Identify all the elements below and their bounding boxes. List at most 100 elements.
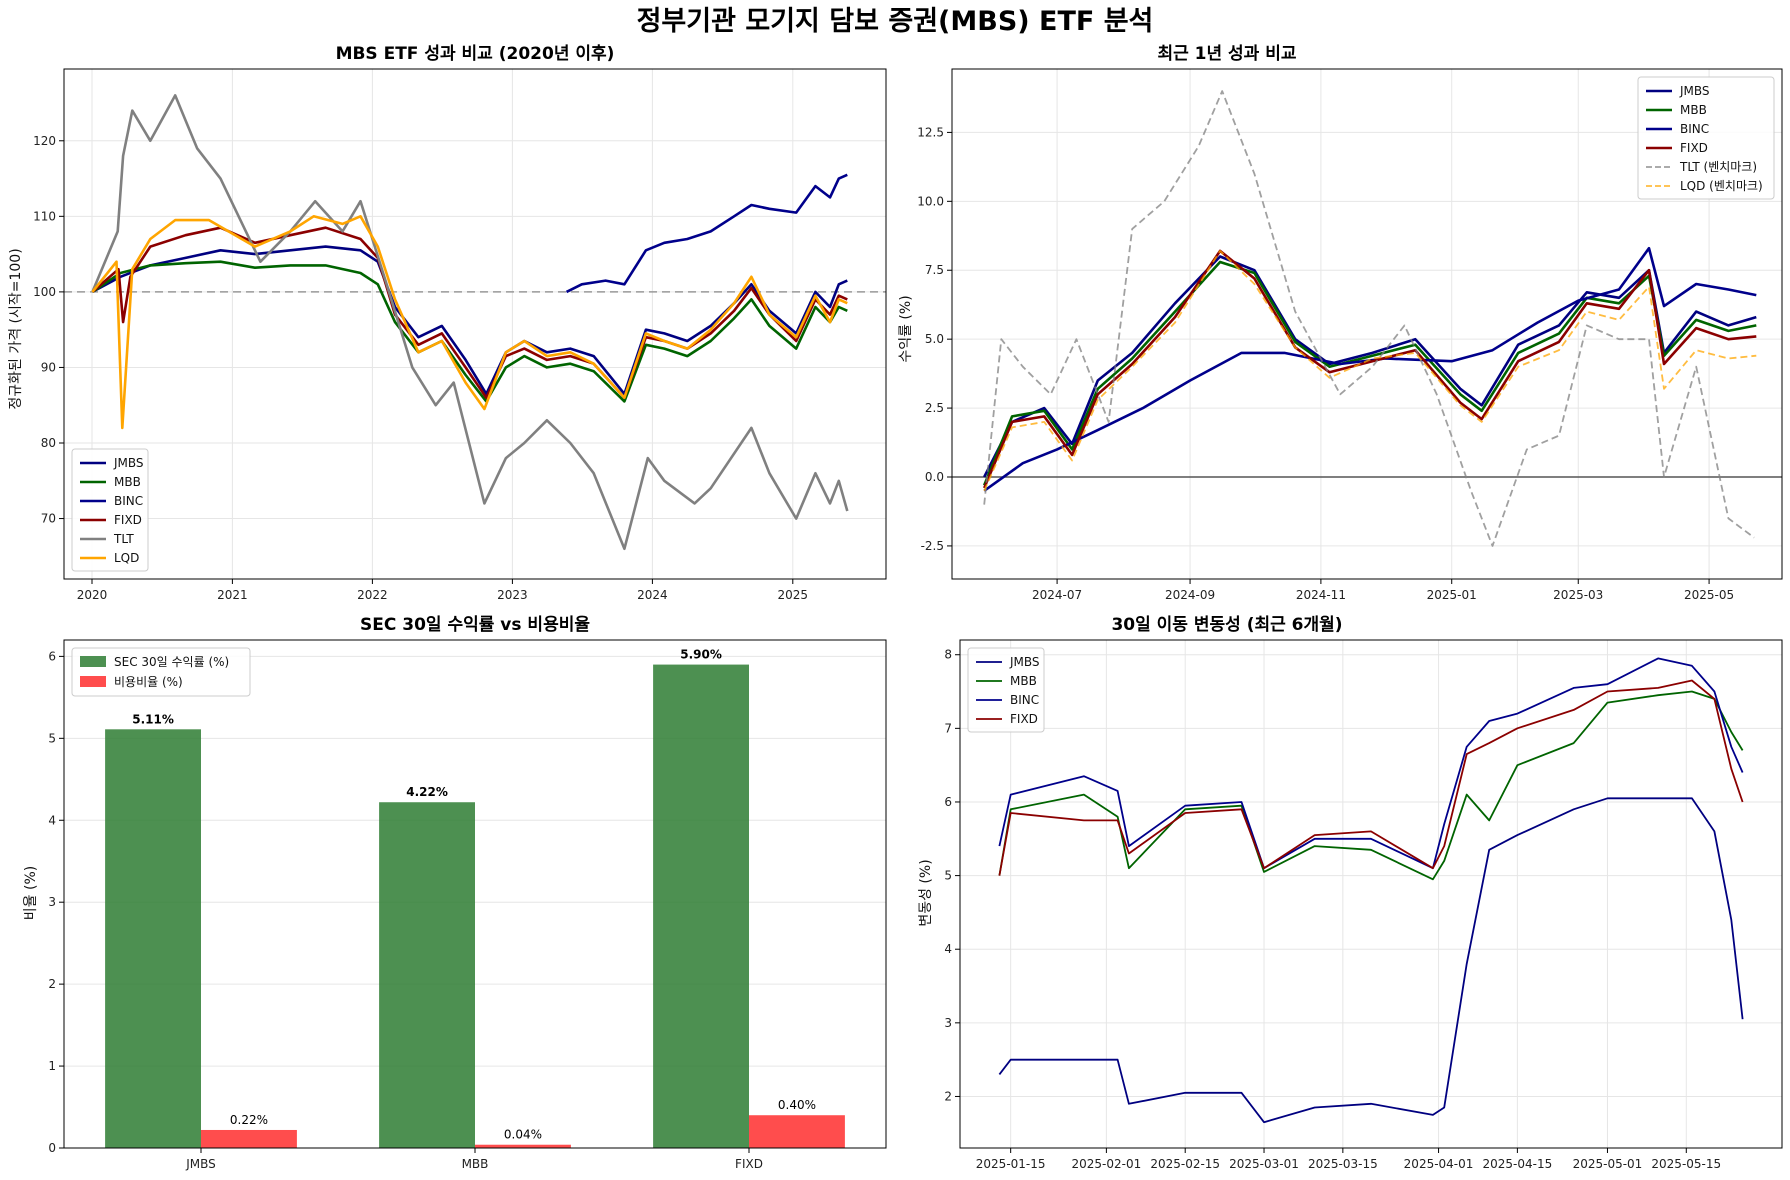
series-line-fixd	[998, 679, 1744, 876]
legend-label: BINC	[1010, 693, 1039, 707]
series-line-jmbs	[983, 255, 1757, 478]
y-tick-label: 2	[944, 1089, 952, 1103]
legend-label: MBB	[1010, 674, 1037, 688]
panel-title: 최근 1년 성과 비교	[1157, 44, 1296, 64]
series-line-tlt	[91, 94, 849, 551]
bar-value-label: 0.40%	[778, 1098, 816, 1112]
x-tick-label: 2024-07	[1032, 588, 1082, 602]
series-line-jmbs	[998, 797, 1744, 1124]
y-tick-label: 2.5	[925, 401, 944, 415]
y-tick-label: 7	[944, 721, 952, 735]
y-tick-label: 2	[48, 977, 56, 991]
x-tick-label: 2024-11	[1296, 588, 1346, 602]
figure-suptitle: 정부기관 모기지 담보 증권(MBS) ETF 분석	[637, 6, 1154, 37]
bar-expense-ratio-fixd	[749, 1115, 845, 1148]
y-tick-label: 120	[33, 134, 56, 148]
legend-label: 비용비율 (%)	[114, 675, 183, 689]
legend-label: JMBS	[1679, 84, 1710, 98]
x-tick-label: 2025-03	[1553, 588, 1603, 602]
y-tick-label: 8	[944, 648, 952, 662]
legend-label: BINC	[1680, 122, 1709, 136]
y-axis-label: 정규화된 가격 (시작=100)	[8, 248, 24, 409]
legend-swatch	[80, 676, 106, 687]
y-tick-label: 5	[944, 869, 952, 883]
legend-label: LQD (벤치마크)	[1680, 179, 1763, 193]
grid	[64, 69, 886, 579]
y-tick-label: 12.5	[917, 125, 944, 139]
x-tick-label: 2025-02-01	[1072, 1157, 1142, 1171]
y-tick-label: 3	[944, 1016, 952, 1030]
y-tick-label: 6	[944, 795, 952, 809]
legend-label: MBB	[1680, 103, 1707, 117]
x-tick-label: 2020	[77, 588, 108, 602]
y-tick-label: 70	[41, 512, 56, 526]
x-tick-label: 2024	[637, 588, 668, 602]
y-tick-label: -2.5	[921, 539, 944, 553]
legend-label: FIXD	[114, 513, 142, 527]
x-tick-label: 2025-03-01	[1229, 1157, 1299, 1171]
y-tick-label: 90	[41, 360, 56, 374]
panel-sec-yield-vs-expense: SEC 30일 수익률 vs 비용비율 비율 (%) 0 1 2 3 4 5 6 5.11% 0…	[23, 615, 887, 1171]
y-tick-label: 110	[33, 209, 56, 223]
legend-label: BINC	[114, 494, 143, 508]
legend: JMBS MBB BINC FIXD TLT LQD	[71, 448, 149, 572]
legend-label: LQD	[114, 551, 139, 565]
series-line-tlt	[983, 90, 1755, 547]
x-tick-label: 2025-05	[1684, 588, 1734, 602]
legend-label: TLT (벤치마크)	[1679, 160, 1757, 174]
series-line-lqd	[91, 215, 848, 430]
legend-label: SEC 30일 수익률 (%)	[114, 655, 229, 669]
legend-box	[71, 448, 149, 572]
x-tick-label: JMBS	[185, 1157, 216, 1171]
x-tick-label: 2024-09	[1165, 588, 1215, 602]
grid	[960, 640, 1782, 1148]
x-tick-label: 2025	[778, 588, 809, 602]
x-tick-label: 2025-03-15	[1308, 1157, 1378, 1171]
x-tick-label: 2025-05-01	[1573, 1157, 1643, 1171]
panel-performance-since-2020: MBS ETF 성과 비교 (2020년 이후) 정규화된 가격 (시작=100…	[8, 43, 887, 602]
legend-label: TLT	[113, 532, 134, 546]
series-line-fixd	[983, 249, 1757, 489]
x-tick-label: 2023	[497, 588, 528, 602]
y-tick-label: 5.0	[925, 332, 944, 346]
x-tick-label: 2025-05-15	[1651, 1157, 1721, 1171]
bar-value-label: 4.22%	[406, 785, 448, 799]
series-line-mbb	[982, 260, 1757, 486]
panel-title: SEC 30일 수익률 vs 비용비율	[360, 615, 590, 635]
y-tick-label: 80	[41, 436, 56, 450]
series-line-mbb	[91, 260, 848, 403]
y-tick-label: 1	[48, 1059, 56, 1073]
series-line-mbb	[998, 690, 1744, 881]
y-tick-label: 3	[48, 895, 56, 909]
series-line-binc	[998, 657, 1744, 870]
legend: SEC 30일 수익률 (%) 비용비율 (%)	[71, 647, 251, 697]
panel-title: MBS ETF 성과 비교 (2020년 이후)	[336, 43, 615, 64]
bar-value-label: 0.22%	[230, 1113, 268, 1127]
y-tick-label: 7.5	[925, 263, 944, 277]
p4-axes-frame	[959, 639, 1783, 1149]
y-axis-label: 비율 (%)	[23, 866, 39, 920]
y-tick-label: 6	[48, 649, 56, 663]
series-line-fixd	[91, 226, 848, 400]
y-tick-label: 4	[48, 813, 56, 827]
legend-box	[967, 647, 1045, 733]
series-line-binc	[983, 246, 1757, 492]
legend: JMBS MBB BINC FIXD TLT (벤치마크) LQD (벤치마크)	[1637, 76, 1775, 200]
x-tick-label: MBB	[462, 1157, 489, 1171]
bar-sec-yield-fixd	[653, 664, 749, 1148]
y-tick-label: 0	[48, 1141, 56, 1155]
legend: JMBS MBB BINC FIXD	[967, 647, 1045, 733]
bar-value-label: 5.11%	[132, 712, 174, 726]
x-tick-label: 2022	[357, 588, 388, 602]
x-tick-label: 2025-02-15	[1150, 1157, 1220, 1171]
legend-label: FIXD	[1680, 141, 1708, 155]
x-tick-label: 2025-04-01	[1404, 1157, 1474, 1171]
y-tick-label: 100	[33, 285, 56, 299]
y-tick-label: 0.0	[925, 470, 944, 484]
bar-sec-yield-mbb	[379, 802, 475, 1148]
bar-expense-ratio-jmbs	[201, 1129, 297, 1148]
p3-axes-frame	[63, 639, 887, 1149]
legend-box	[71, 647, 251, 697]
bar-value-label: 5.90%	[680, 648, 722, 662]
y-tick-label: 4	[944, 942, 952, 956]
